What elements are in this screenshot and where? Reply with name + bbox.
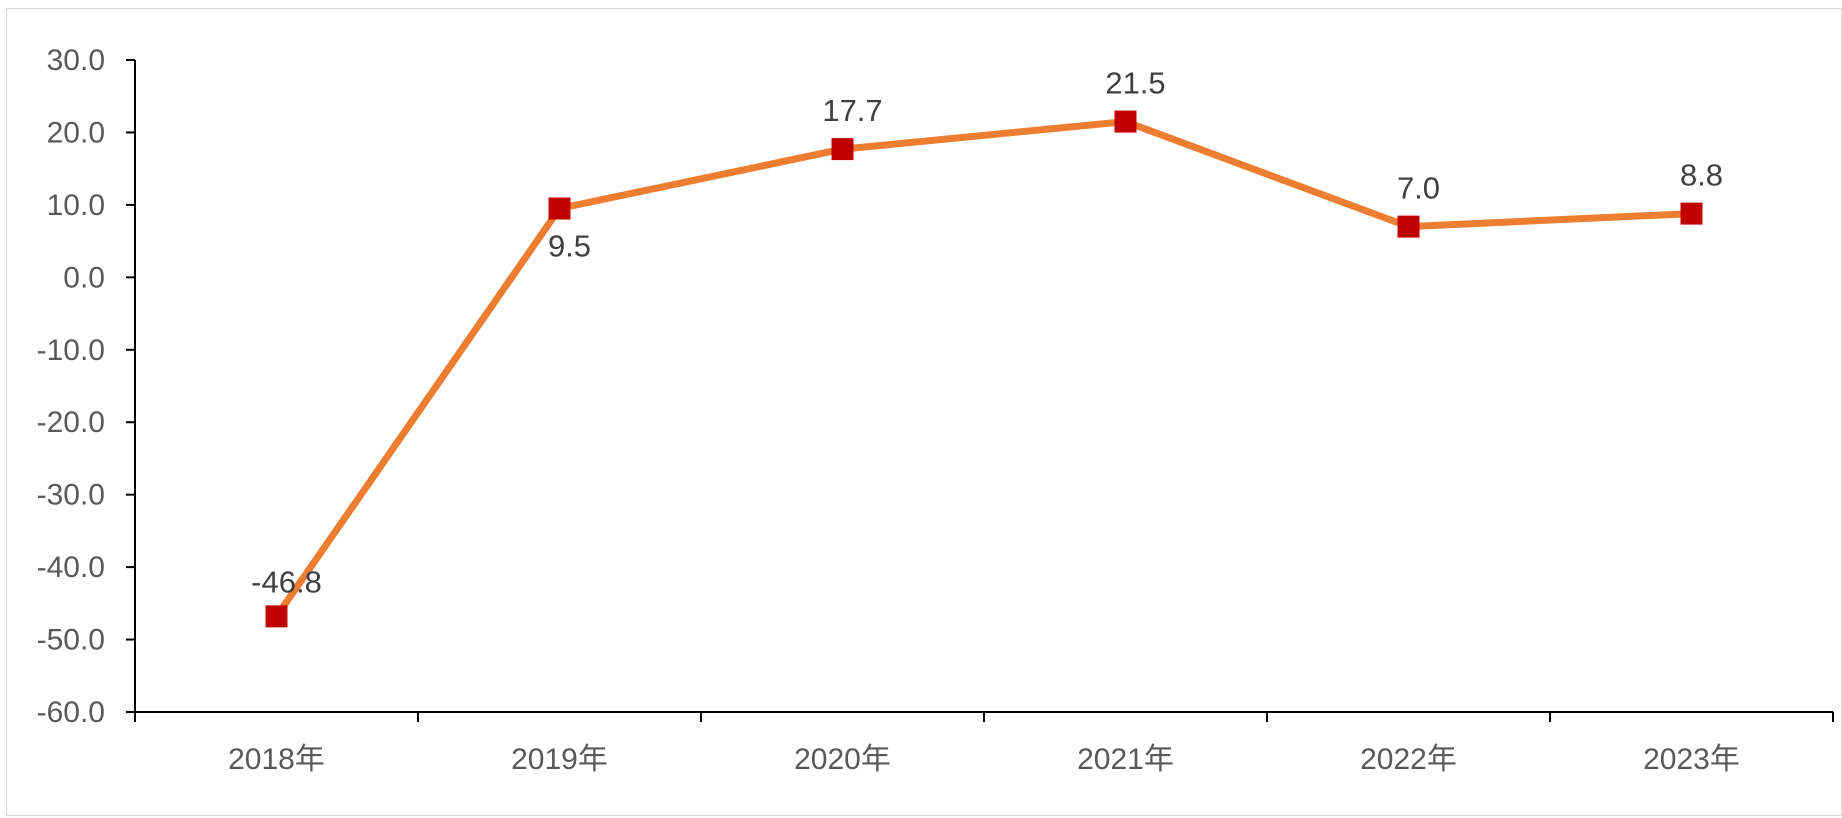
data-label: 17.7	[822, 93, 882, 128]
y-axis: 30.0 20.0 10.0 0.0 -10.0 -20.0 -30.0 -40.0 -50.0…	[37, 44, 136, 729]
x-tick-label: 2023年	[1643, 743, 1740, 776]
data-label: 9.5	[548, 229, 591, 264]
y-tick-label: 10.0	[47, 189, 105, 222]
y-tick-label: -10.0	[37, 334, 105, 367]
y-tick-label: -50.0	[37, 624, 105, 657]
x-tick-label: 2018年	[228, 743, 325, 776]
y-tick-label: -40.0	[37, 551, 105, 584]
data-point-marker	[1680, 202, 1703, 225]
data-point-marker	[1397, 215, 1420, 238]
y-tick-label: -20.0	[37, 406, 105, 439]
y-tick-label: 0.0	[63, 261, 105, 294]
data-labels: -46.8 9.5 17.7 21.5 7.0 8.8	[251, 66, 1723, 600]
series-line-path	[273, 118, 1695, 620]
y-tick-label: 20.0	[47, 116, 105, 149]
data-label: 8.8	[1680, 158, 1723, 193]
series-line	[273, 118, 1695, 620]
data-point-marker	[265, 605, 288, 628]
x-tick-label: 2021年	[1077, 743, 1174, 776]
data-point-marker	[831, 138, 854, 161]
data-label: 21.5	[1105, 66, 1165, 101]
x-tick-label: 2019年	[511, 743, 608, 776]
y-tick-label: -30.0	[37, 479, 105, 512]
x-tick-label: 2022年	[1360, 743, 1457, 776]
data-point-marker	[548, 197, 571, 220]
data-label: 7.0	[1397, 171, 1440, 206]
x-axis: 2018年 2019年 2020年 2021年 2022年 2023年	[134, 711, 1834, 776]
x-tick-label: 2020年	[794, 743, 891, 776]
data-markers	[265, 110, 1703, 628]
data-label: -46.8	[251, 564, 322, 599]
y-tick-label: -60.0	[37, 696, 105, 729]
data-point-marker	[1114, 110, 1137, 133]
y-tick-label: 30.0	[47, 44, 105, 77]
